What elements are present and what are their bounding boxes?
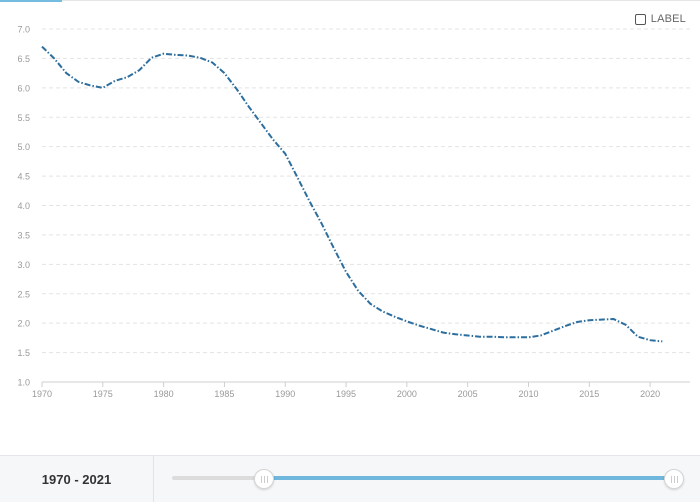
y-tick-label: 1.0 — [17, 378, 30, 388]
y-tick-label: 7.0 — [17, 25, 30, 35]
y-tick-label: 4.0 — [17, 201, 30, 211]
y-tick-label: 6.0 — [17, 83, 30, 93]
x-tick-label: 1980 — [154, 389, 174, 399]
range-separator: - — [70, 471, 83, 487]
y-axis: 1.0 1.5 2.0 2.5 3.0 3.5 4.0 4.5 5.0 5.5 6.0 6.5 7.0 — [17, 25, 30, 388]
x-axis: 1970 1975 1980 1985 1990 1995 2000 2005 2010 2015… — [32, 381, 690, 399]
range-slider-end-handle[interactable] — [664, 469, 684, 489]
x-tick-label: 1975 — [93, 389, 113, 399]
x-tick-label: 1970 — [32, 389, 52, 399]
x-tick-label: 2005 — [458, 389, 478, 399]
year-range-label: 1970 - 2021 — [0, 456, 153, 502]
line-chart: 1.01.52.02.53.03.54.04.55.05.56.06.57.0 … — [17, 25, 690, 399]
y-tick-label: 6.5 — [17, 54, 30, 64]
range-slider-start-handle[interactable] — [254, 469, 274, 489]
label-toggle-text: LABEL — [650, 13, 686, 25]
series-line — [41, 45, 663, 343]
footer-divider — [153, 456, 154, 502]
y-tick-label: 3.5 — [17, 230, 30, 240]
y-tick-label: 2.5 — [17, 289, 30, 299]
top-rule — [0, 0, 700, 1]
y-tick-label: 5.0 — [17, 142, 30, 152]
range-slider-fill — [263, 476, 673, 480]
label-checkbox-icon[interactable] — [634, 13, 646, 25]
x-tick-label: 2000 — [397, 389, 417, 399]
y-tick-label: 2.0 — [17, 319, 30, 329]
active-tab-indicator — [0, 0, 62, 2]
label-toggle[interactable]: LABEL — [634, 13, 686, 25]
y-tick-label: 3.0 — [17, 260, 30, 270]
range-start: 1970 — [41, 471, 71, 487]
y-tick-label: 1.5 — [17, 348, 30, 358]
range-footer: 1970 - 2021 — [0, 455, 700, 502]
x-tick-label: 2020 — [640, 389, 660, 399]
gridlines — [42, 28, 690, 383]
range-end: 2021 — [82, 471, 112, 487]
x-tick-label: 2010 — [518, 389, 538, 399]
grip-icon — [260, 475, 268, 483]
grip-icon — [670, 475, 678, 483]
x-tick-label: 1995 — [336, 389, 356, 399]
y-tick-label: 4.5 — [17, 172, 30, 182]
x-tick-label: 1985 — [214, 389, 234, 399]
x-tick-label: 1990 — [275, 389, 295, 399]
y-tick-label: 5.5 — [17, 113, 30, 123]
x-tick-label: 2015 — [579, 389, 599, 399]
